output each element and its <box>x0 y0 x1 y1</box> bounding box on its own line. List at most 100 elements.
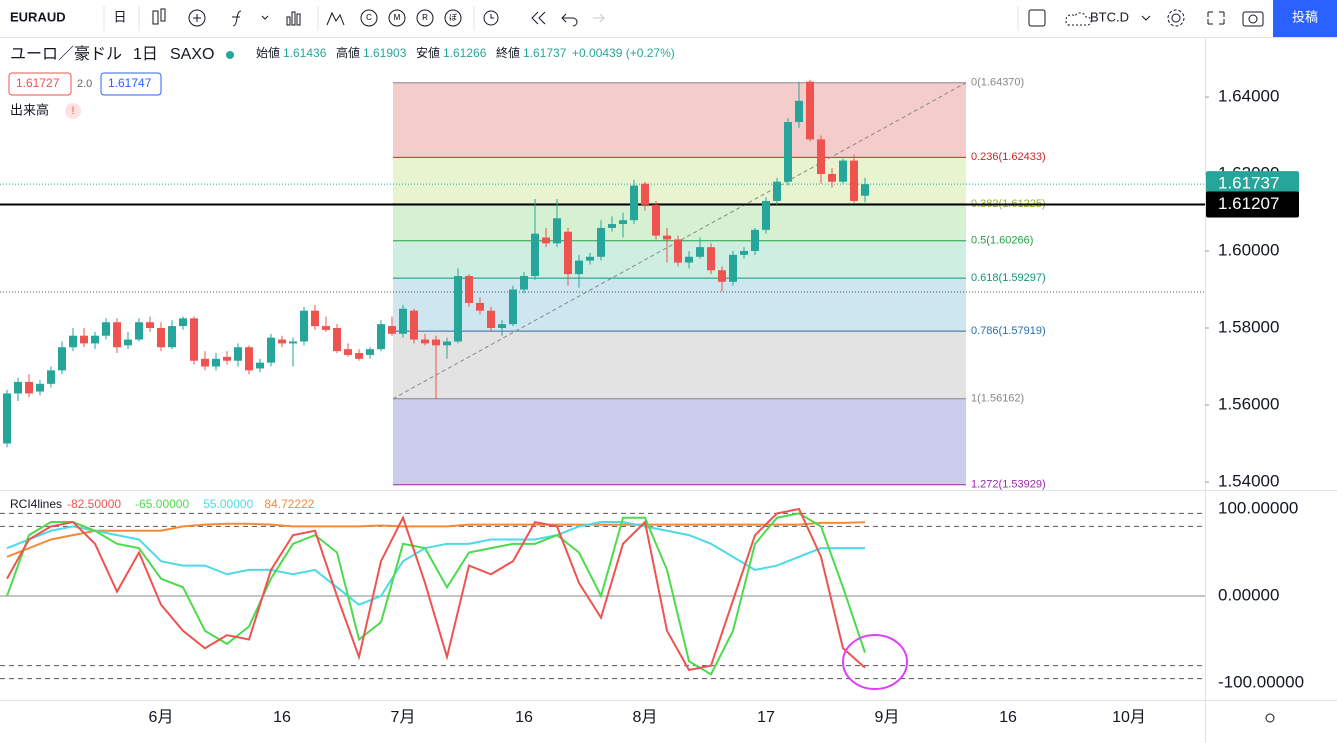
candle-body <box>685 256 693 263</box>
bid-box <box>8 72 72 96</box>
candle-body <box>267 337 275 363</box>
candle-body <box>201 358 209 367</box>
candle-body <box>817 139 825 175</box>
rci-legend-value: -82.50000 <box>67 497 121 511</box>
candle-body <box>674 239 682 263</box>
volume-label: 出来高 <box>10 102 49 117</box>
change: +0.00439 (+0.27%) <box>572 46 675 60</box>
price-badge-label: 1.61737 <box>1218 174 1279 193</box>
x-tick-label: 16 <box>999 709 1017 726</box>
rci-line <box>6 507 866 672</box>
compare-button[interactable]: BTC.D <box>1090 9 1129 24</box>
candle-body <box>289 341 297 344</box>
study-button[interactable] <box>388 9 406 27</box>
candle-body <box>586 256 594 261</box>
x-tick-label: 6月 <box>149 709 174 726</box>
candle-body <box>707 247 715 271</box>
symbol-name: ユーロ／豪ドル <box>10 44 122 63</box>
candle-body <box>718 270 726 282</box>
fib-zone <box>393 82 966 158</box>
candle-body <box>740 251 748 255</box>
bid: 1.61727 <box>16 76 60 90</box>
settings-icon[interactable] <box>1265 713 1275 723</box>
rci-legend-value: 55.00000 <box>203 497 253 511</box>
x-tick-label: 16 <box>515 709 533 726</box>
ohlc-label: 高値 <box>336 45 360 60</box>
candle-body <box>69 335 77 348</box>
ohlc-value: 1.61436 <box>283 46 327 60</box>
candle-body <box>256 362 264 369</box>
candle-body <box>465 276 473 303</box>
fib-label: 0(1.64370) <box>971 77 1024 89</box>
study-label: ぼ <box>449 13 457 22</box>
candle-body <box>619 220 627 225</box>
candle-body <box>47 370 55 384</box>
candle-body <box>630 185 638 221</box>
candle-body <box>421 339 429 344</box>
candle-body <box>212 358 220 367</box>
candle-body <box>432 339 440 346</box>
candle-body <box>498 324 506 329</box>
candle-body <box>333 328 341 352</box>
fib-label: 0.618(1.59297) <box>971 272 1046 284</box>
candle-body <box>531 233 539 277</box>
candle-body <box>102 322 110 336</box>
candle-body <box>157 328 165 348</box>
candle-body <box>311 310 319 327</box>
y-tick-label: 1.56000 <box>1218 394 1279 413</box>
symbol-button[interactable]: EURAUD <box>10 9 66 24</box>
candle-body <box>454 276 462 342</box>
candle-body <box>663 235 671 240</box>
candle-body <box>58 347 66 371</box>
candle-body <box>80 335 88 344</box>
interval-button[interactable]: 日 <box>113 9 126 24</box>
candle-body <box>234 347 242 361</box>
candle-body <box>575 260 583 275</box>
study-button[interactable] <box>444 9 462 27</box>
candle-body <box>542 237 550 244</box>
y-tick-label: 1.64000 <box>1218 86 1279 105</box>
fib-label: 0.786(1.57919) <box>971 325 1046 337</box>
candle-body <box>652 204 660 236</box>
candle-body <box>751 229 759 252</box>
publish-label[interactable]: 投稿 <box>1292 9 1318 24</box>
candle-body <box>762 200 770 230</box>
candle-body <box>124 339 132 346</box>
candle-body <box>795 100 803 123</box>
candle-body <box>564 231 572 275</box>
fib-zone <box>393 203 966 241</box>
rci-legend-value: -65.00000 <box>135 497 189 511</box>
candle-body <box>509 289 517 325</box>
volume-flag: ! <box>71 105 74 117</box>
candle-body <box>14 381 22 394</box>
candle-body <box>91 335 99 344</box>
candle-body <box>553 218 561 244</box>
fib-label: 1(1.56162) <box>971 393 1024 405</box>
candle-body <box>25 381 33 394</box>
candle-body <box>377 324 385 350</box>
rci-line <box>6 521 865 606</box>
candle-body <box>597 227 605 257</box>
ohlc-value: 1.61737 <box>523 46 567 60</box>
candle-body <box>729 254 737 282</box>
x-tick-label: 16 <box>273 709 291 726</box>
candle-body <box>839 160 847 182</box>
candle-body <box>366 349 374 355</box>
candle-body <box>476 302 484 311</box>
y-tick-label: 0.00000 <box>1218 586 1279 605</box>
ask: 1.61747 <box>108 76 152 90</box>
y-tick-label: 1.60000 <box>1218 240 1279 259</box>
timeframe: 1日 <box>133 46 158 63</box>
volume-flag-bg <box>65 103 81 119</box>
study-label: M <box>394 13 401 22</box>
publish-button[interactable] <box>1273 0 1337 37</box>
study-button[interactable] <box>416 9 434 27</box>
study-label: R <box>422 13 428 22</box>
ohlc-label: 始値 <box>256 45 280 60</box>
candle-body <box>36 383 44 392</box>
ohlc-label: 安値 <box>416 45 440 60</box>
study-button[interactable] <box>360 9 378 27</box>
fib-label: 0.5(1.60266) <box>971 235 1033 247</box>
x-tick-label: 10月 <box>1112 709 1146 726</box>
